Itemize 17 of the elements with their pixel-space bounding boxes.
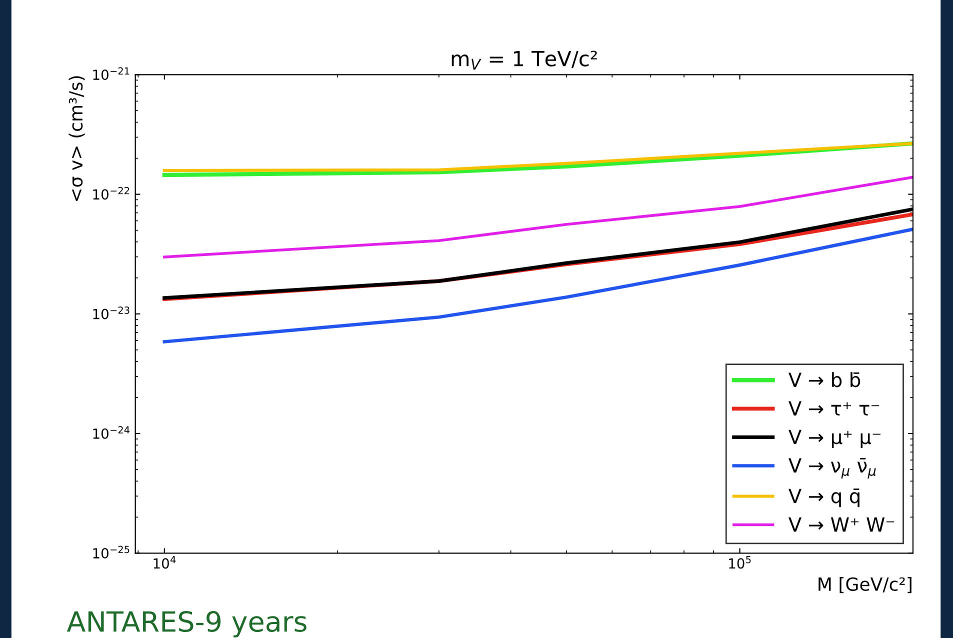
x-tick-label: 10$^{4}$ xyxy=(154,556,176,569)
y-tick-label: 10$^{−25}$ xyxy=(93,546,130,559)
legend-label: V → b b̄ xyxy=(788,372,860,388)
y-tick-label: 10$^{−21}$ xyxy=(93,67,130,80)
legend-label: V → W⁺ W⁻ xyxy=(788,517,894,532)
y-tick-label: 10$^{−24}$ xyxy=(93,426,130,439)
x-tick-label: 10$^{5}$ xyxy=(729,556,751,569)
y-tick-label: 10$^{−23}$ xyxy=(93,306,130,320)
legend-label: V → q q̄ xyxy=(788,488,860,508)
legend-label: V → ν$_{μ}$ ν̄$_{μ}$ xyxy=(788,458,876,478)
legend-label: V → μ⁺ μ⁻ xyxy=(788,430,880,448)
legend-label: V → τ⁺ τ⁻ xyxy=(788,401,880,416)
y-axis-title: <σ v> (cm³/s) xyxy=(68,76,85,201)
x-axis-title: M [GeV/c²] xyxy=(818,577,912,594)
y-tick-label: 10$^{−22}$ xyxy=(93,186,130,200)
text: ANTARES-9 years xyxy=(66,611,306,638)
chart-title: m$_{V}$ = 1 TeV/c² xyxy=(452,50,597,70)
